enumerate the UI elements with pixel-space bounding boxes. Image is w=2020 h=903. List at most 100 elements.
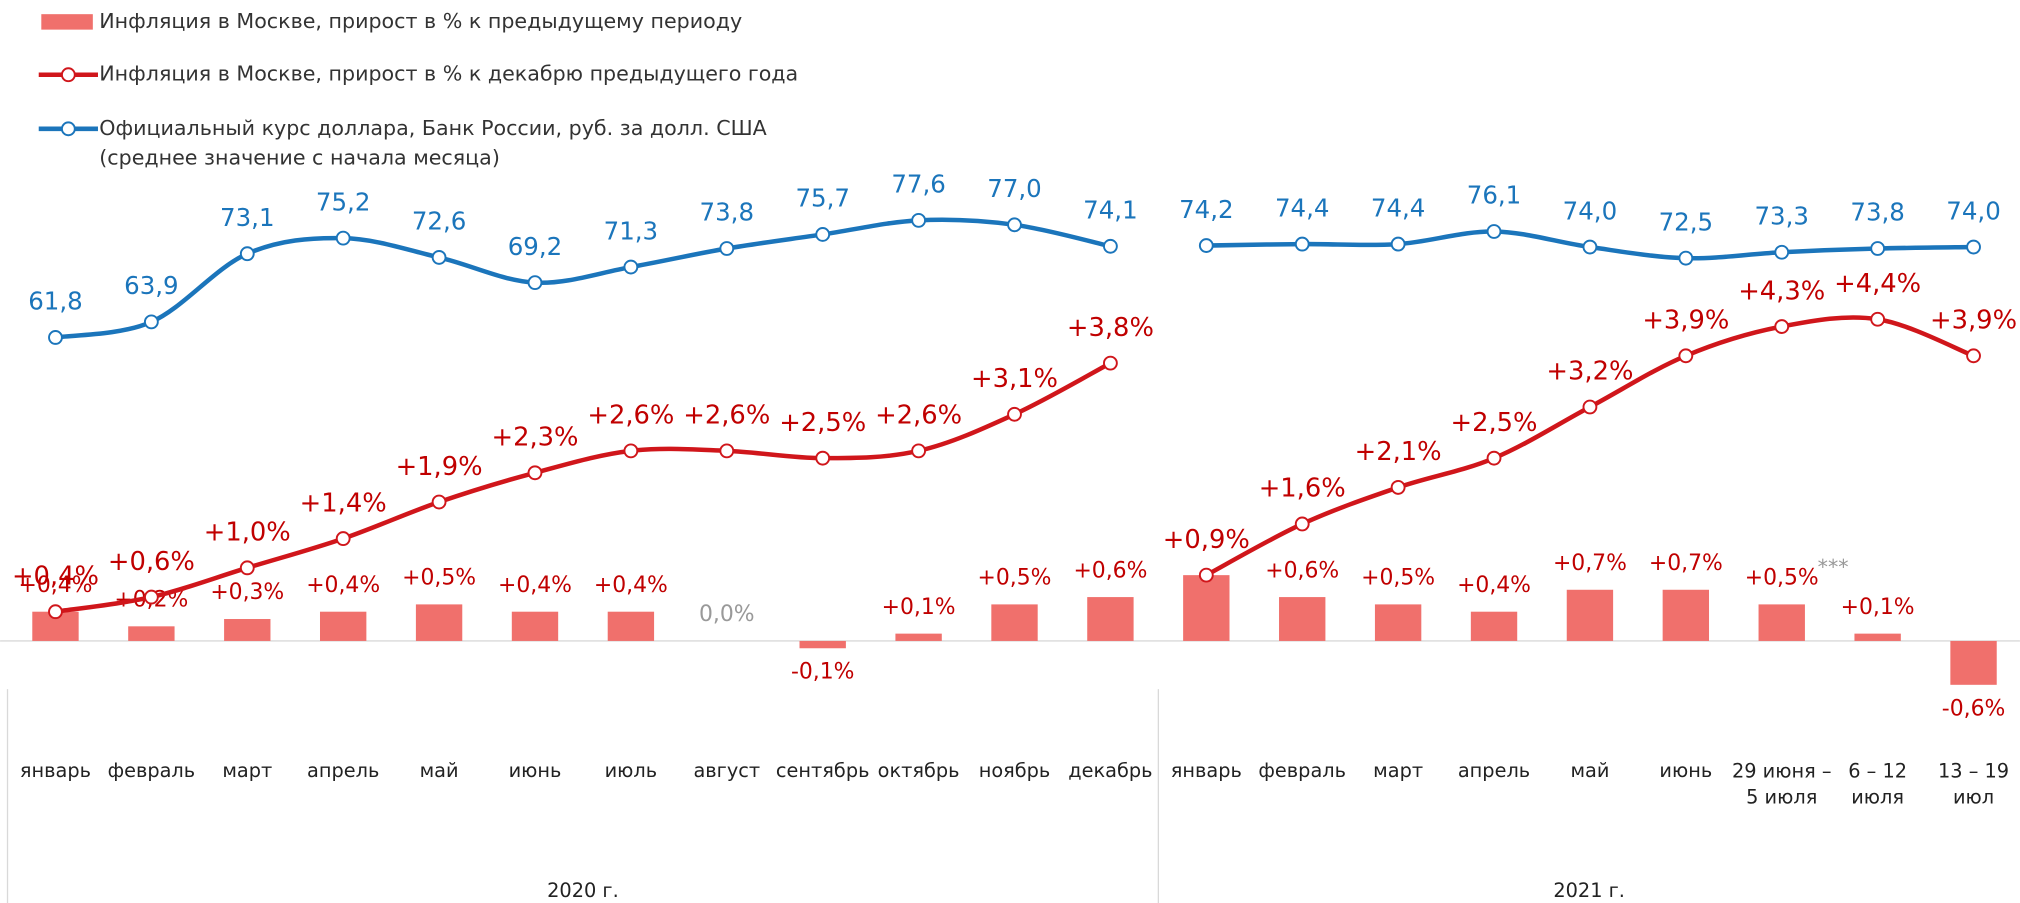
line-value-label: +2,3% — [491, 423, 578, 453]
x-tick-label: декабрь — [1068, 759, 1152, 782]
line-value-label: 72,6 — [412, 207, 466, 236]
bar — [1374, 604, 1422, 641]
x-tick-label: апрель — [307, 759, 379, 782]
x-tick-label: март — [222, 759, 272, 782]
bar-value-label: +0,4% — [306, 573, 380, 598]
line-value-label: 73,8 — [1850, 198, 1904, 227]
marker — [1582, 239, 1598, 255]
bar-value-label: +0,5% — [1361, 566, 1435, 591]
line-value-label: +2,5% — [1451, 408, 1538, 438]
marker — [527, 465, 543, 481]
bar — [511, 611, 559, 641]
marker — [815, 227, 831, 242]
bar — [991, 604, 1038, 641]
marker — [1582, 399, 1598, 415]
bar — [1183, 575, 1230, 641]
bar-value-label: +0,4% — [594, 573, 668, 598]
x-tick-label: январь — [1171, 759, 1242, 782]
bar-value-label: +0,5% — [978, 566, 1052, 591]
marker — [1774, 319, 1790, 334]
line-value-label: +3,8% — [1067, 313, 1154, 343]
x-tick-label: июль — [605, 759, 658, 782]
bar — [895, 633, 942, 641]
marker — [239, 246, 255, 262]
marker — [431, 250, 447, 265]
bar — [1566, 589, 1614, 641]
legend-marker — [60, 121, 76, 137]
bar-value-label: +0,1% — [882, 595, 956, 620]
group-label: 2021 г. — [1553, 879, 1625, 902]
bar-value-label: +0,4% — [498, 573, 572, 598]
x-tick-label: май — [420, 759, 459, 782]
marker — [1678, 250, 1694, 266]
line-value-label: 77,6 — [891, 170, 945, 199]
line-value-label: +0,6% — [108, 547, 195, 577]
marker — [1007, 217, 1022, 233]
marker — [239, 560, 255, 576]
line-value-label: +4,3% — [1738, 276, 1825, 306]
marker — [1486, 450, 1502, 466]
bar — [128, 626, 175, 641]
line-value-label: +3,9% — [1930, 306, 2017, 336]
marker — [1966, 239, 1981, 255]
bar-value-label: +0,4% — [1457, 573, 1531, 598]
line-value-label: 76,1 — [1467, 181, 1521, 210]
marker — [1678, 348, 1694, 364]
line-value-label: 74,1 — [1083, 196, 1137, 225]
marker — [143, 314, 159, 330]
marker — [623, 443, 639, 459]
line-value-label: 74,0 — [1563, 196, 1617, 225]
line-value-label: +0,4% — [12, 561, 99, 591]
line-value-label: 71,3 — [604, 216, 658, 245]
x-tick-label: май — [1570, 759, 1609, 782]
line-value-label: 74,2 — [1179, 195, 1233, 224]
x-tick-label: апрель — [1458, 759, 1530, 782]
line-value-label: 63,9 — [124, 271, 178, 300]
line-value-label: +3,2% — [1546, 357, 1633, 387]
bar-value-label: -0,1% — [791, 660, 854, 685]
line-value-label: 73,1 — [220, 203, 274, 232]
line-value-label: 75,7 — [795, 184, 849, 213]
marker — [143, 589, 159, 605]
bar-value-label: +0,1% — [1841, 595, 1915, 620]
marker — [1966, 348, 1981, 364]
bar-value-label: +0,7% — [1553, 551, 1627, 576]
bar — [1087, 597, 1134, 641]
line-value-label: +2,5% — [779, 408, 866, 438]
x-tick-label: июнь — [509, 759, 562, 782]
line-value-label: +2,6% — [683, 401, 770, 431]
legend-label: Инфляция в Москве, прирост в % к декабрю… — [99, 62, 798, 86]
line-value-label: +1,4% — [300, 488, 387, 518]
line-value-label: +2,6% — [587, 401, 674, 431]
x-tick-label: январь — [20, 759, 91, 782]
bar-value-label: +0,5% — [1745, 566, 1819, 591]
x-tick-label: февраль — [108, 759, 196, 782]
line-value-label: 74,4 — [1275, 193, 1329, 222]
bar — [319, 611, 367, 641]
line-value-label: 77,0 — [987, 174, 1041, 203]
marker — [1486, 224, 1502, 239]
marker — [1198, 567, 1214, 583]
marker — [1870, 241, 1886, 256]
marker — [1870, 311, 1886, 327]
bar — [1950, 640, 1997, 685]
marker — [719, 443, 735, 459]
x-tick-label: февраль — [1258, 759, 1346, 782]
bar-value-label: +0,6% — [1265, 558, 1339, 583]
line-value-label: 75,2 — [316, 187, 370, 216]
line-value-label: 74,0 — [1946, 196, 2000, 225]
bar-value-label: +0,6% — [1073, 558, 1147, 583]
x-tick-label: 13 – 19 июл — [1938, 759, 2009, 808]
x-tick-label: июнь — [1659, 759, 1712, 782]
bar — [1662, 589, 1710, 641]
line-value-label: 73,8 — [700, 198, 754, 227]
line-value-label: 72,5 — [1659, 207, 1713, 236]
line-value-label: +1,0% — [204, 518, 291, 548]
x-tick-label: 6 – 12 июля — [1848, 759, 1907, 808]
marker — [335, 230, 351, 246]
legend-marker — [60, 67, 76, 83]
line-value-label: 69,2 — [508, 232, 562, 261]
bar — [1279, 597, 1326, 641]
